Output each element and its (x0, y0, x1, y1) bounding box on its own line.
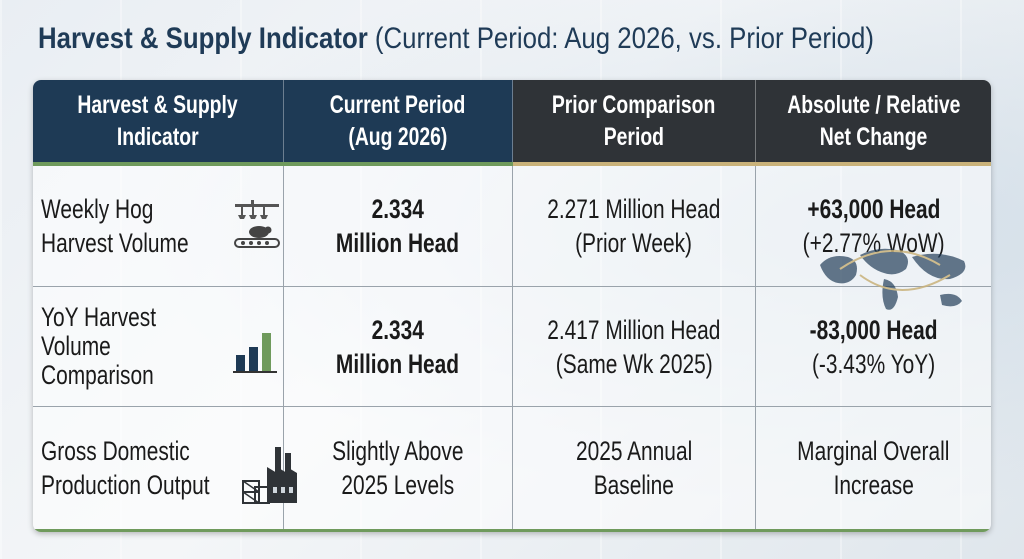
change-absolute: -83,000 Head (809, 314, 938, 345)
indicator-cell: Weekly Hog Harvest Volume (33, 166, 284, 286)
current-value: Slightly Above (332, 436, 464, 466)
change-cell: Marginal Overall Increase (756, 407, 991, 529)
indicator-cell: YoY Harvest Volume Comparison (33, 287, 284, 406)
title-subtitle: (Current Period: Aug 2026, vs. Prior Per… (374, 22, 874, 55)
header-indicator-line1: Harvest & Supply (77, 91, 239, 119)
current-cell: Slightly Above 2025 Levels (284, 407, 513, 529)
prior-value: 2025 Annual (575, 436, 693, 466)
current-value: 2.334 (371, 314, 425, 345)
page-title: Harvest & Supply Indicator (Current Peri… (38, 22, 874, 56)
header-indicator-line2: Indicator (117, 123, 199, 151)
current-cell: 2.334 Million Head (284, 166, 513, 286)
header-change-line1: Absolute / Relative (786, 91, 961, 119)
bar-chart-icon (233, 333, 277, 373)
current-cell: 2.334 Million Head (284, 287, 513, 406)
indicator-line: Production Output (41, 470, 210, 500)
header-prior-period: Prior Comparison Period (513, 80, 756, 162)
header-current-period: Current Period (Aug 2026) (284, 80, 513, 162)
prior-note: (Same Wk 2025) (555, 348, 713, 379)
header-change-line2: Net Change (819, 123, 928, 151)
prior-cell: 2.417 Million Head (Same Wk 2025) (513, 287, 756, 406)
header-net-change: Absolute / Relative Net Change (756, 80, 991, 162)
indicator-line: Comparison (41, 360, 154, 390)
prior-note: Baseline (593, 470, 675, 500)
table-row: Gross Domestic Production Output Slightly… (33, 407, 991, 529)
table-row: Weekly Hog Harvest Volume 2.334 Million He… (33, 166, 991, 287)
prior-cell: 2.271 Million Head (Prior Week) (513, 166, 756, 286)
header-accent-gold (513, 162, 991, 166)
prior-note: (Prior Week) (575, 228, 693, 258)
header-accent-green (33, 162, 513, 166)
change-relative: Increase (833, 470, 914, 500)
change-absolute: +63,000 Head (806, 194, 941, 224)
prior-cell: 2025 Annual Baseline (513, 407, 756, 529)
change-cell: -83,000 Head (-3.43% YoY) (756, 287, 991, 406)
title-bold: Harvest & Supply Indicator (38, 22, 368, 55)
change-cell: +63,000 Head (+2.77% WoW) (756, 166, 991, 286)
indicator-table: Harvest & Supply Indicator Current Period… (33, 80, 991, 532)
current-unit: Million Head (336, 228, 460, 258)
current-unit: Million Head (336, 348, 460, 379)
indicator-line: Gross Domestic (41, 436, 190, 466)
header-prior-line2: Period (603, 123, 665, 151)
header-current-line1: Current Period (330, 91, 466, 119)
current-unit: 2025 Levels (341, 470, 455, 500)
factory-icon (242, 447, 297, 504)
indicator-line: Weekly Hog (41, 194, 154, 224)
prior-value: 2.271 Million Head (547, 194, 721, 224)
table-bottom-accent (33, 529, 991, 532)
indicator-line: Volume (41, 331, 111, 361)
header-prior-line1: Prior Comparison (552, 91, 716, 119)
header-current-line2: (Aug 2026) (348, 123, 448, 151)
hog-processing-icon (234, 200, 280, 248)
indicator-line: Harvest Volume (41, 228, 189, 258)
header-indicator: Harvest & Supply Indicator (33, 80, 284, 162)
change-absolute: Marginal Overall (797, 436, 950, 466)
change-relative: (+2.77% WoW) (802, 228, 945, 258)
indicator-cell: Gross Domestic Production Output (33, 407, 297, 529)
indicator-line: YoY Harvest (41, 302, 157, 332)
prior-value: 2.417 Million Head (547, 314, 721, 345)
table-row: YoY Harvest Volume Comparison 2.334 Million… (33, 287, 991, 407)
change-relative: (-3.43% YoY) (811, 348, 936, 379)
current-value: 2.334 (371, 194, 425, 224)
